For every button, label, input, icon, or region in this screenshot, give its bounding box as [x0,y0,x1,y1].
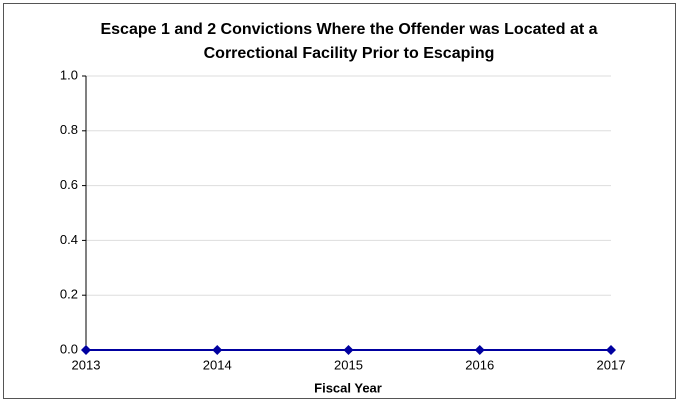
x-tick-label: 2017 [597,357,626,372]
y-tick-label: 0.6 [60,177,78,192]
marker [212,345,223,355]
y-tick-label: 0.4 [60,232,78,247]
y-tick-label: 0.0 [60,341,78,356]
chart-border [3,3,676,399]
y-tick-label: 1.0 [60,67,78,82]
x-tick-label: 2015 [334,357,363,372]
chart-title: Correctional Facility Prior to Escaping [204,45,495,62]
x-axis-title: Fiscal Year [314,380,382,395]
x-tick-label: 2016 [465,357,494,372]
marker [474,345,485,355]
marker [81,345,91,355]
y-tick-label: 0.2 [60,287,78,302]
marker [606,345,616,355]
chart-title: Escape 1 and 2 Convictions Where the Off… [100,21,597,38]
marker [343,345,354,355]
x-tick-label: 2013 [72,357,101,372]
x-tick-label: 2014 [203,357,232,372]
y-tick-label: 0.8 [60,122,78,137]
